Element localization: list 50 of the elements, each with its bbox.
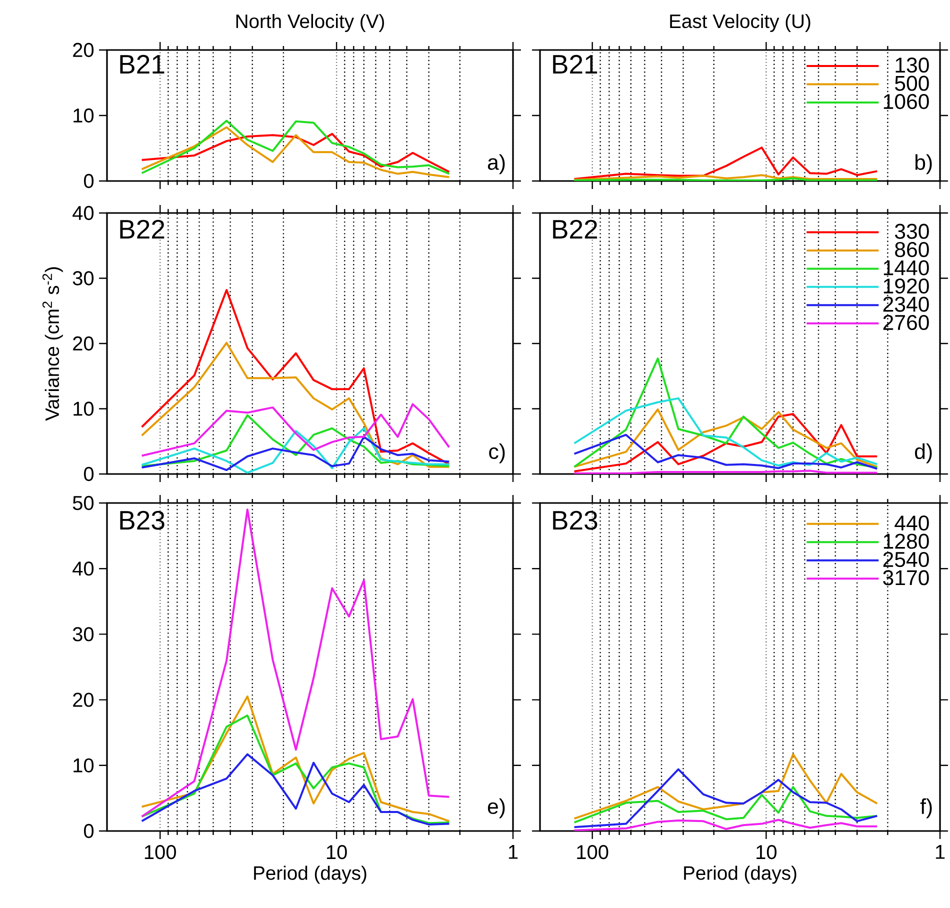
legend-label: 860 bbox=[895, 242, 929, 258]
legend-label: 1280 bbox=[884, 534, 929, 549]
annotation: c) bbox=[489, 443, 505, 464]
x-tick-label: 10 bbox=[756, 845, 776, 860]
legend-label: 500 bbox=[895, 76, 929, 91]
x-tick-label: 100 bbox=[577, 845, 608, 860]
x-tick-label: 1 bbox=[936, 845, 945, 859]
annotation: a) bbox=[488, 154, 505, 174]
annotation: b) bbox=[915, 154, 932, 174]
y-tick-label: 40 bbox=[72, 206, 94, 220]
y-tick-label: 0 bbox=[84, 824, 94, 838]
x-tick-label: 10 bbox=[326, 845, 347, 860]
annotation: d) bbox=[915, 443, 932, 464]
legend-label: 3170 bbox=[883, 570, 929, 586]
y-tick-label: 30 bbox=[72, 627, 94, 642]
annotation: B21 bbox=[120, 54, 164, 74]
legend-label: 130 bbox=[896, 58, 929, 73]
legend-label: 440 bbox=[894, 515, 929, 531]
y-tick-label: 20 bbox=[73, 42, 94, 58]
y-axis-title: Variance (cm$^{2}$ s$^{-2}$) bbox=[42, 267, 63, 421]
legend-label: 2340 bbox=[883, 296, 929, 312]
annotation: B23 bbox=[553, 510, 598, 530]
y-tick-label: 40 bbox=[72, 562, 94, 576]
x-axis-title: Period (days) bbox=[684, 866, 796, 884]
legend-label: 2760 bbox=[883, 314, 929, 330]
x-axis-title: Period (days) bbox=[254, 866, 366, 884]
legend-label: 1920 bbox=[884, 278, 929, 294]
legend-label: 330 bbox=[894, 224, 929, 239]
annotation: B22 bbox=[120, 220, 164, 238]
y-tick-label: 0 bbox=[84, 174, 94, 188]
chart-title: North Velocity (V) bbox=[236, 14, 384, 32]
y-tick-label: 10 bbox=[74, 758, 94, 772]
annotation: B22 bbox=[553, 220, 598, 238]
y-tick-label: 10 bbox=[74, 108, 94, 123]
y-tick-label: 0 bbox=[84, 466, 94, 482]
legend-label: 2540 bbox=[883, 552, 929, 568]
annotation: B23 bbox=[120, 510, 164, 530]
y-tick-label: 10 bbox=[74, 402, 94, 416]
x-tick-label: 100 bbox=[144, 845, 176, 860]
y-tick-label: 30 bbox=[72, 271, 94, 286]
y-tick-label: 50 bbox=[72, 496, 94, 510]
annotation: f) bbox=[920, 798, 932, 818]
legend-label: 1060 bbox=[884, 94, 929, 110]
y-tick-label: 20 bbox=[73, 336, 94, 351]
chart-title: East Velocity (U) bbox=[670, 14, 810, 32]
x-tick-label: 1 bbox=[508, 845, 518, 859]
legend-label: 1440 bbox=[884, 260, 929, 276]
annotation: B21 bbox=[553, 54, 598, 74]
y-tick-label: 20 bbox=[73, 692, 94, 707]
annotation: e) bbox=[488, 798, 505, 818]
